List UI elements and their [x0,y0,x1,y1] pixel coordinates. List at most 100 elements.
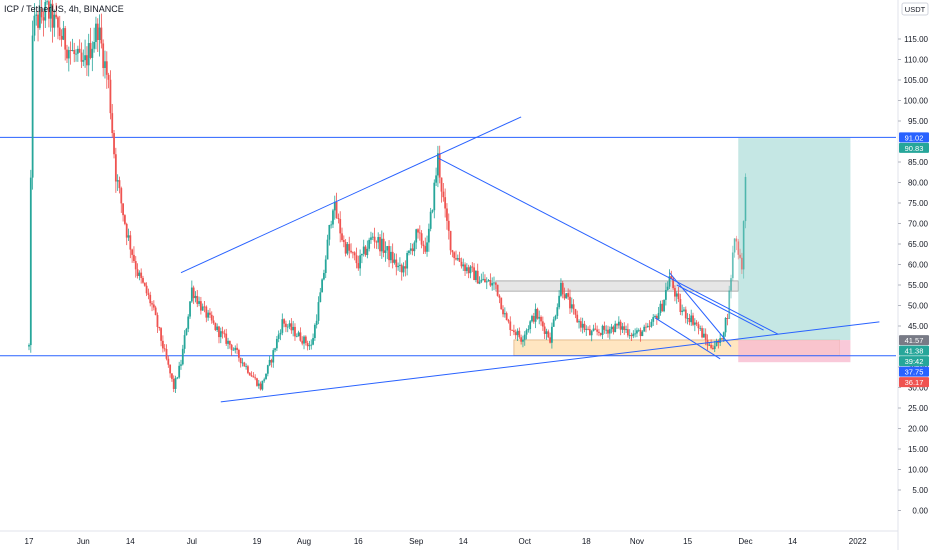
candle-body[interactable] [268,359,271,366]
candle-body[interactable] [263,379,266,381]
candle-body[interactable] [118,180,121,189]
candle-body[interactable] [102,43,105,68]
candle-body[interactable] [303,336,305,344]
candle-body[interactable] [489,280,492,286]
candle-body[interactable] [69,50,72,52]
candle-body[interactable] [171,373,173,379]
candle-body[interactable] [740,257,743,270]
candle-body[interactable] [737,241,740,255]
candle-body[interactable] [599,332,602,336]
candle-body[interactable] [44,2,47,21]
candle-body[interactable] [210,314,213,321]
candle-body[interactable] [105,61,108,75]
candle-body[interactable] [534,308,537,322]
candle-body[interactable] [389,251,392,261]
candle-body[interactable] [525,330,528,335]
candle-body[interactable] [661,303,664,312]
candle-body[interactable] [520,337,523,342]
candle-body[interactable] [187,316,190,329]
candle-body[interactable] [357,263,360,269]
candle-body[interactable] [219,331,222,338]
candle-body[interactable] [292,326,295,331]
candle-body[interactable] [590,331,593,336]
candle-body[interactable] [733,238,736,253]
candle-body[interactable] [731,252,734,279]
candle-body[interactable] [207,312,210,318]
candle-body[interactable] [138,272,141,276]
candle-body[interactable] [335,201,338,219]
candle-body[interactable] [641,331,644,337]
candle-body[interactable] [142,277,144,283]
candle-body[interactable] [134,261,137,270]
candle-body[interactable] [632,333,635,337]
candle-body[interactable] [161,340,164,349]
trendline-wedge-outer[interactable] [676,284,764,331]
candle-body[interactable] [89,43,92,58]
candle-body[interactable] [156,315,159,327]
candle-body[interactable] [505,313,508,320]
candle-body[interactable] [85,55,88,66]
candle-body[interactable] [426,242,428,252]
candle-body[interactable] [154,307,157,316]
candle-body[interactable] [308,345,311,347]
candle-body[interactable] [256,378,258,386]
candle-body[interactable] [570,304,573,309]
candle-body[interactable] [333,201,336,211]
candle-body[interactable] [730,278,732,291]
candle-body[interactable] [455,258,457,260]
candle-body[interactable] [588,329,591,336]
candle-body[interactable] [552,319,555,327]
candle-body[interactable] [203,306,206,308]
candle-body[interactable] [655,315,658,320]
candle-body[interactable] [64,28,67,50]
candle-body[interactable] [366,248,369,256]
candle-body[interactable] [596,329,599,332]
candle-body[interactable] [581,323,584,328]
candle-body[interactable] [614,323,617,333]
candle-body[interactable] [511,330,513,331]
candle-body[interactable] [167,358,170,365]
candle-body[interactable] [76,48,79,54]
candle-body[interactable] [225,333,228,344]
candle-body[interactable] [722,332,725,340]
candle-body[interactable] [446,208,448,221]
candle-body[interactable] [417,229,419,233]
candle-body[interactable] [116,180,119,182]
candle-body[interactable] [579,321,582,328]
candle-body[interactable] [370,237,372,240]
candle-body[interactable] [261,380,264,390]
candle-body[interactable] [312,338,314,345]
candle-body[interactable] [565,293,568,299]
candle-body[interactable] [38,8,41,28]
candle-body[interactable] [663,299,665,312]
candle-body[interactable] [190,287,193,302]
candle-body[interactable] [379,237,381,252]
candle-body[interactable] [465,267,468,271]
candle-body[interactable] [353,252,356,256]
candle-body[interactable] [277,334,280,339]
candle-body[interactable] [315,320,318,325]
candle-body[interactable] [218,326,220,338]
candle-body[interactable] [708,344,711,346]
candle-body[interactable] [252,376,255,378]
candle-body[interactable] [462,264,465,267]
candle-body[interactable] [574,309,577,315]
candle-body[interactable] [726,318,729,319]
candle-body[interactable] [346,244,349,254]
candle-body[interactable] [46,1,48,3]
candle-body[interactable] [695,322,698,325]
candle-body[interactable] [409,248,412,251]
candle-body[interactable] [321,279,324,293]
candle-body[interactable] [362,246,365,254]
candle-body[interactable] [330,224,333,226]
candle-body[interactable] [58,27,61,36]
candle-body[interactable] [290,323,293,331]
candle-body[interactable] [569,296,571,309]
candle-body[interactable] [285,323,287,327]
candle-body[interactable] [317,302,320,321]
candle-body[interactable] [637,329,640,331]
candle-body[interactable] [71,50,74,52]
candle-body[interactable] [576,314,579,323]
candle-body[interactable] [413,242,416,252]
candle-body[interactable] [122,203,124,216]
